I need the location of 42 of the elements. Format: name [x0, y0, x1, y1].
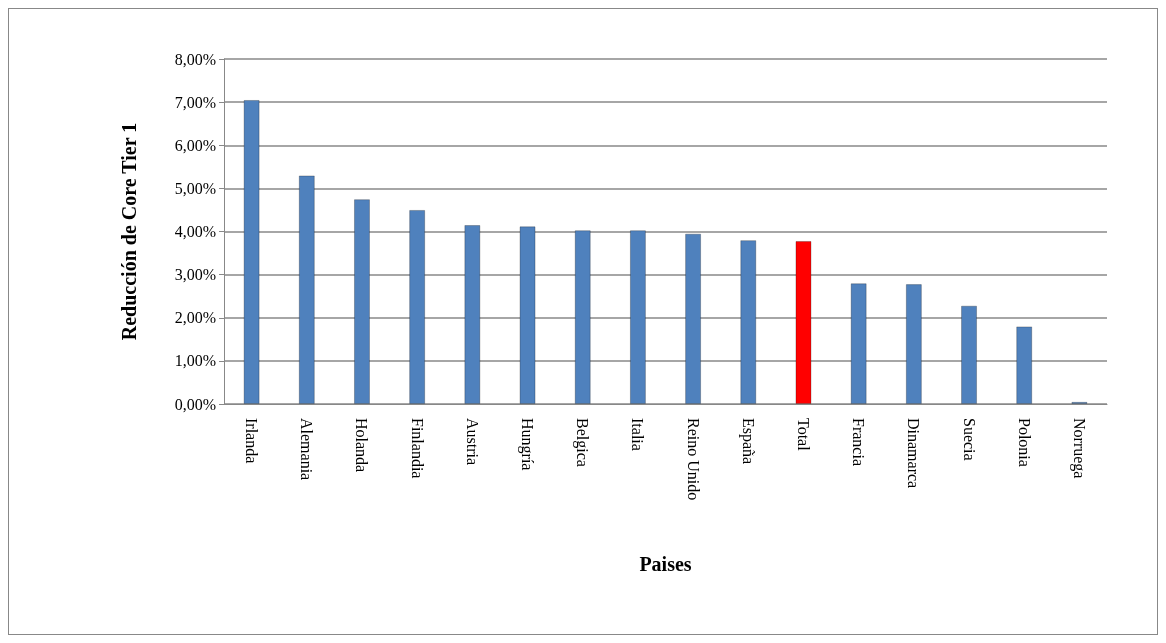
- x-axis-title: Paises: [639, 553, 692, 575]
- x-tick-label: Austria: [463, 418, 481, 466]
- x-tick-label: Italia: [629, 418, 647, 451]
- y-tick-label: 2,00%: [174, 309, 216, 327]
- x-tick-label: Dinamarca: [905, 418, 923, 489]
- bar: [850, 283, 867, 404]
- x-tick-label: Alemania: [298, 418, 316, 481]
- x-tick-label: Total: [794, 418, 812, 452]
- y-tick-label: 1,00%: [174, 352, 216, 370]
- x-tick-label: Hungría: [518, 418, 537, 471]
- bar: [519, 226, 536, 404]
- y-tick-label: 0,00%: [174, 395, 216, 413]
- bar: [629, 230, 646, 404]
- bar: [464, 225, 481, 404]
- x-tick-label: Irlanda: [243, 418, 261, 464]
- y-tick-label: 6,00%: [174, 136, 216, 154]
- bar: [574, 230, 591, 404]
- x-tick-label: Polonia: [1015, 418, 1033, 467]
- x-tick-label: Belgica: [573, 418, 592, 467]
- x-tick-label: Reino Unido: [684, 418, 702, 501]
- x-tick-label: Suecia: [960, 418, 978, 461]
- bar: [740, 240, 757, 404]
- y-axis-title: Reducción de Core Tier 1: [118, 122, 140, 341]
- bar: [409, 209, 426, 404]
- bar: [243, 99, 260, 404]
- bar: [353, 199, 370, 404]
- y-tick-label: 7,00%: [174, 93, 216, 111]
- y-tick-label: 3,00%: [174, 266, 216, 284]
- x-tick-label: Finlandia: [408, 418, 426, 479]
- x-tick-label: Norruega: [1069, 418, 1088, 479]
- y-tick-label: 5,00%: [174, 179, 216, 197]
- x-tick-label: España: [738, 418, 757, 465]
- bar: [298, 175, 315, 404]
- bar: [905, 284, 922, 404]
- x-tick-label: Holanda: [353, 418, 371, 473]
- bar: [795, 240, 812, 404]
- y-tick-label: 4,00%: [174, 223, 216, 240]
- bar: [685, 233, 702, 404]
- x-tick-label: Francia: [850, 418, 868, 466]
- bar: [1016, 326, 1033, 404]
- bar: [961, 305, 978, 404]
- y-tick-label: 8,00%: [174, 50, 216, 68]
